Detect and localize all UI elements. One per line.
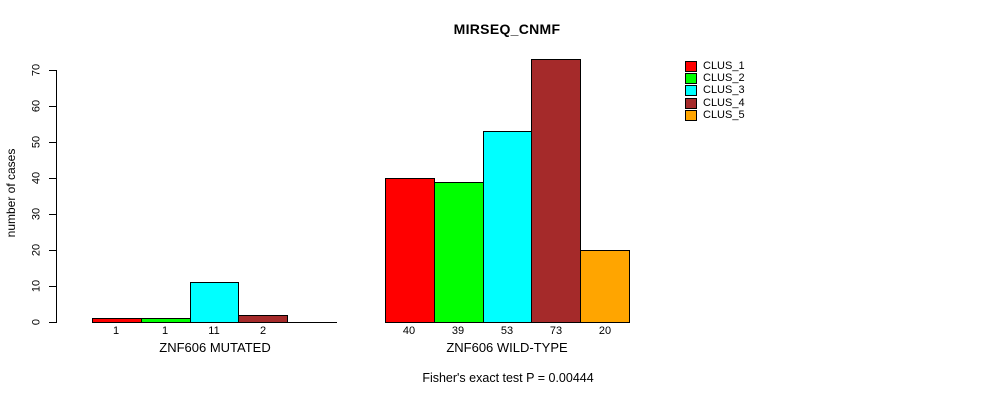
bar-value-label: 39 — [451, 325, 465, 337]
y-axis-tick — [49, 142, 56, 143]
bar-clus_2-wildtype — [434, 182, 484, 323]
fisher-test-caption: Fisher's exact test P = 0.00444 — [422, 371, 594, 385]
bar-value-label: 40 — [402, 325, 416, 337]
y-axis-tick — [49, 214, 56, 215]
legend-color-swatch — [685, 60, 697, 72]
y-axis-tick-label: 10 — [30, 279, 43, 293]
y-axis-tick — [49, 286, 56, 287]
x-axis-group-label-wildtype: ZNF606 WILD-TYPE — [446, 340, 568, 355]
y-axis-tick-label: 20 — [30, 243, 43, 257]
y-axis-line — [56, 70, 57, 323]
y-axis-tick-label: 70 — [30, 63, 43, 77]
bar-clus_1-mutated — [92, 318, 142, 323]
legend-item-label: CLUS_1 — [703, 59, 745, 72]
y-axis-tick-label: 40 — [30, 171, 43, 185]
legend-color-swatch — [685, 97, 697, 109]
bar-clus_2-mutated — [141, 318, 191, 323]
legend-item-label: CLUS_5 — [703, 108, 745, 121]
y-axis-tick — [49, 178, 56, 179]
x-axis-group-label-mutated: ZNF606 MUTATED — [159, 340, 271, 355]
bar-clus_4-mutated — [238, 315, 288, 323]
bar-value-label: 73 — [549, 325, 563, 337]
bar-value-label: 1 — [161, 325, 169, 337]
y-axis-tick — [49, 250, 56, 251]
legend-color-swatch — [685, 72, 697, 84]
bar-clus_3-mutated — [190, 282, 239, 323]
bar-value-label: 53 — [500, 325, 514, 337]
bar-value-label: 1 — [112, 325, 120, 337]
y-axis-tick — [49, 70, 56, 71]
legend-item-label: CLUS_3 — [703, 83, 745, 96]
legend-item-clus_3: CLUS_3 — [685, 84, 745, 96]
y-axis-tick — [49, 106, 56, 107]
bar-clus_5-wildtype — [580, 250, 630, 323]
y-axis-tick-label: 50 — [30, 135, 43, 149]
bar-clus_4-wildtype — [531, 59, 581, 323]
legend-color-swatch — [685, 109, 697, 121]
legend-item-clus_4: CLUS_4 — [685, 97, 745, 109]
bar-value-label: 2 — [259, 325, 267, 337]
legend-item-clus_5: CLUS_5 — [685, 109, 745, 121]
y-axis-tick-label: 30 — [30, 207, 43, 221]
legend-item-clus_2: CLUS_2 — [685, 72, 745, 84]
chart-title: MIRSEQ_CNMF — [453, 21, 561, 37]
bar-clus_3-wildtype — [483, 131, 532, 323]
y-axis-tick-label: 60 — [30, 99, 43, 113]
bar-value-label: 20 — [598, 325, 612, 337]
y-axis-label: number of cases — [4, 148, 18, 238]
y-axis-tick-label: 0 — [30, 318, 43, 326]
legend-color-swatch — [685, 84, 697, 96]
legend-item-label: CLUS_4 — [703, 96, 745, 109]
legend-item-label: CLUS_2 — [703, 71, 745, 84]
bar-clus_1-wildtype — [385, 178, 435, 323]
bar-value-label: 11 — [208, 325, 220, 337]
y-axis-tick — [49, 322, 56, 323]
legend-item-clus_1: CLUS_1 — [685, 60, 745, 72]
